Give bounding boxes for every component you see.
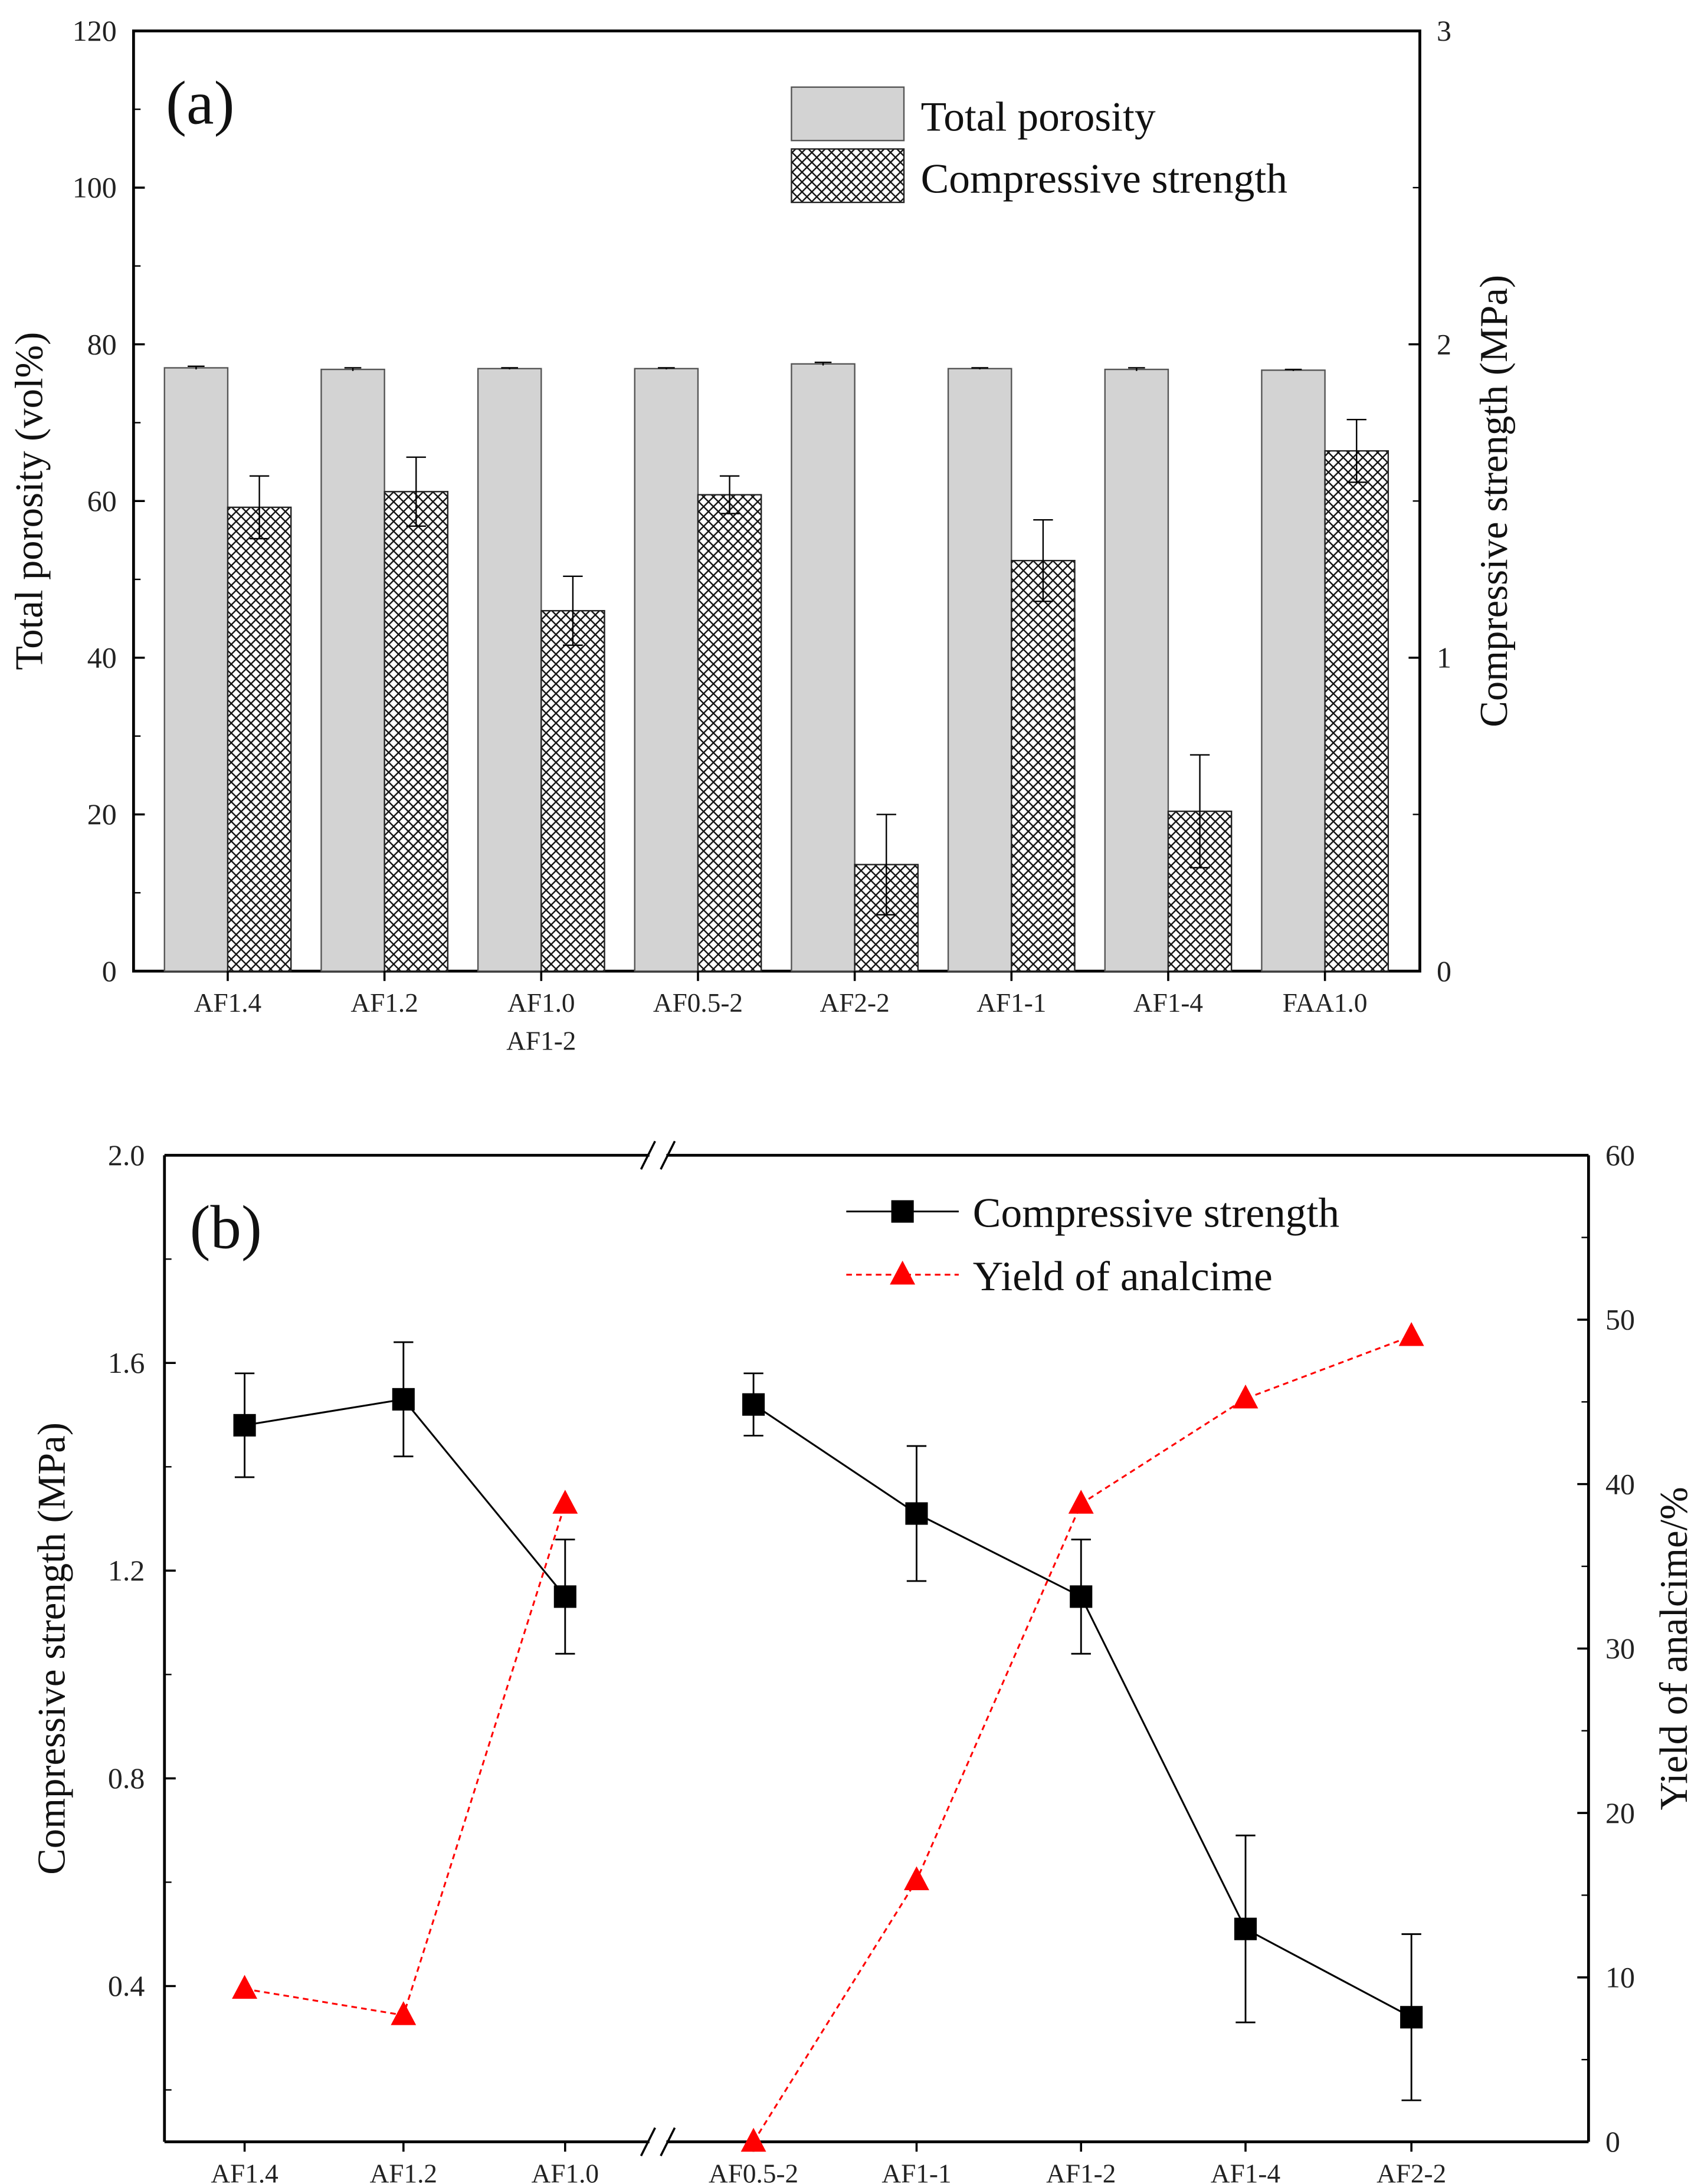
y2-tick-label: 0 bbox=[1437, 955, 1451, 988]
panel-label: (a) bbox=[166, 69, 234, 137]
x-tick-label: AF1-1 bbox=[976, 988, 1046, 1018]
y-tick-label: 20 bbox=[87, 798, 117, 831]
x-tick-label: AF1-1 bbox=[881, 2159, 951, 2184]
data-point-yield-of-analcime bbox=[1398, 1321, 1424, 1346]
x-tick-label: FAA1.0 bbox=[1283, 988, 1368, 1018]
axis-break-gap bbox=[649, 1151, 667, 1160]
x-tick-label: AF1-2 bbox=[1046, 2159, 1116, 2184]
legend-swatch-compressive-strength bbox=[791, 148, 905, 204]
series-line-compressive-strength bbox=[244, 1398, 566, 1598]
y-tick-label: 2.0 bbox=[108, 1139, 145, 1172]
x-tick-label: AF2-2 bbox=[1376, 2159, 1446, 2184]
y-tick-label: 0.4 bbox=[108, 1969, 145, 2002]
bar-compressive-strength bbox=[384, 491, 449, 972]
data-point-yield-of-analcime bbox=[552, 1490, 578, 1514]
panel-label: (b) bbox=[190, 1193, 262, 1261]
y-tick-label: 100 bbox=[73, 171, 117, 204]
x-tick-label: AF1.0 bbox=[507, 988, 575, 1018]
y2-tick-label: 30 bbox=[1605, 1632, 1635, 1665]
x-tick-label: AF1-4 bbox=[1211, 2159, 1280, 2184]
x-tick-label: AF1.4 bbox=[194, 988, 261, 1018]
y2-tick-label: 20 bbox=[1605, 1796, 1635, 1829]
data-point-compressive-strength bbox=[392, 1388, 415, 1411]
bar-compressive-strength bbox=[540, 610, 605, 972]
y-tick-label: 1.6 bbox=[108, 1346, 145, 1379]
data-point-compressive-strength bbox=[1400, 2006, 1423, 2029]
data-point-yield-of-analcime bbox=[232, 1975, 258, 1999]
data-point-yield-of-analcime bbox=[740, 2127, 766, 2152]
x-tick-label: AF1.2 bbox=[370, 2159, 437, 2184]
y2-tick-label: 40 bbox=[1605, 1467, 1635, 1500]
y-tick-label: 60 bbox=[87, 484, 117, 517]
axis-break-mark bbox=[660, 2127, 676, 2157]
legend-label: Total porosity bbox=[921, 94, 1156, 140]
y2-tick-label: 0 bbox=[1605, 2125, 1620, 2158]
axis-break-mark bbox=[640, 1140, 656, 1170]
legend-label: Compressive strength bbox=[921, 155, 1287, 202]
y2-tick-label: 2 bbox=[1437, 327, 1451, 360]
bar-compressive-strength bbox=[227, 506, 292, 972]
y-tick-label: 40 bbox=[87, 641, 117, 674]
y2-tick-label: 10 bbox=[1605, 1960, 1635, 1993]
bar-compressive-strength bbox=[697, 494, 762, 972]
y2-tick-label: 1 bbox=[1437, 641, 1451, 674]
chart-panel-b: 0.4 0.8 1.2 1.6 2.0 0 10 20 30 40 50 60 Compressive … bbox=[31, 1139, 1696, 2184]
data-point-compressive-strength bbox=[233, 1414, 256, 1437]
data-point-compressive-strength bbox=[1234, 1917, 1257, 1940]
x-tick-label: AF0.5-2 bbox=[653, 988, 743, 1018]
legend-marker-yield-of-analcime bbox=[890, 1260, 916, 1285]
y2-tick-label: 3 bbox=[1437, 14, 1451, 47]
y-tick-label: 80 bbox=[87, 327, 117, 360]
data-point-compressive-strength bbox=[1070, 1585, 1093, 1608]
legend-label: Yield of analcime bbox=[973, 1253, 1273, 1300]
bar-total-porosity bbox=[791, 363, 856, 972]
series-line-yield-of-analcime bbox=[752, 1335, 1412, 2143]
series-line-yield-of-analcime bbox=[244, 1503, 566, 2016]
y-tick-label: 0 bbox=[102, 955, 117, 988]
x-tick-label: AF1.4 bbox=[211, 2159, 278, 2184]
axis-break-mark bbox=[660, 1140, 676, 1170]
bar-compressive-strength bbox=[1011, 560, 1076, 972]
y-tick-label: 120 bbox=[73, 14, 117, 47]
legend-marker-compressive-strength bbox=[891, 1200, 914, 1223]
x-tick-label: AF0.5-2 bbox=[709, 2159, 798, 2184]
bar-total-porosity bbox=[634, 368, 699, 972]
y-tick-label: 0.8 bbox=[108, 1762, 145, 1795]
data-point-yield-of-analcime bbox=[1233, 1384, 1258, 1409]
data-point-compressive-strength bbox=[553, 1585, 576, 1608]
y-axis-label: Total porosity (vol%) bbox=[8, 332, 51, 670]
bar-total-porosity bbox=[477, 368, 542, 972]
legend-label: Compressive strength bbox=[973, 1190, 1339, 1237]
x-tick-label: AF2-2 bbox=[820, 988, 890, 1018]
y2-axis-label: Compressive strength (MPa) bbox=[1473, 275, 1516, 727]
axis-break-mark bbox=[640, 2127, 656, 2157]
bar-compressive-strength bbox=[1324, 450, 1389, 972]
y-tick-label: 1.2 bbox=[108, 1554, 145, 1587]
axis-break-gap bbox=[649, 2137, 667, 2146]
data-point-yield-of-analcime bbox=[904, 1866, 929, 1891]
y2-axis-label: Yield of analcime/% bbox=[1653, 1487, 1696, 1810]
legend-swatch-total-porosity bbox=[791, 86, 905, 142]
data-point-compressive-strength bbox=[742, 1393, 765, 1416]
bar-total-porosity bbox=[163, 367, 229, 972]
data-point-yield-of-analcime bbox=[1068, 1490, 1094, 1514]
x-tick-label: AF1.0 bbox=[532, 2159, 599, 2184]
x-tick-label: AF1.2 bbox=[350, 988, 418, 1018]
bar-total-porosity bbox=[947, 368, 1012, 972]
chart-panel-a: 0 20 40 60 80 100 120 0 1 2 3 Total porosity (vol%)… bbox=[8, 14, 1516, 1055]
bar-total-porosity bbox=[1104, 368, 1169, 972]
y-axis-label: Compressive strength (MPa) bbox=[31, 1422, 74, 1875]
x-tick-label: AF1-2 bbox=[506, 1027, 576, 1056]
data-point-compressive-strength bbox=[905, 1502, 928, 1525]
data-point-yield-of-analcime bbox=[391, 2001, 417, 2025]
y2-tick-label: 60 bbox=[1605, 1139, 1635, 1172]
x-tick-label: AF1-4 bbox=[1133, 988, 1203, 1018]
bar-total-porosity bbox=[1261, 369, 1326, 972]
bar-total-porosity bbox=[320, 368, 385, 972]
y2-tick-label: 50 bbox=[1605, 1303, 1635, 1336]
